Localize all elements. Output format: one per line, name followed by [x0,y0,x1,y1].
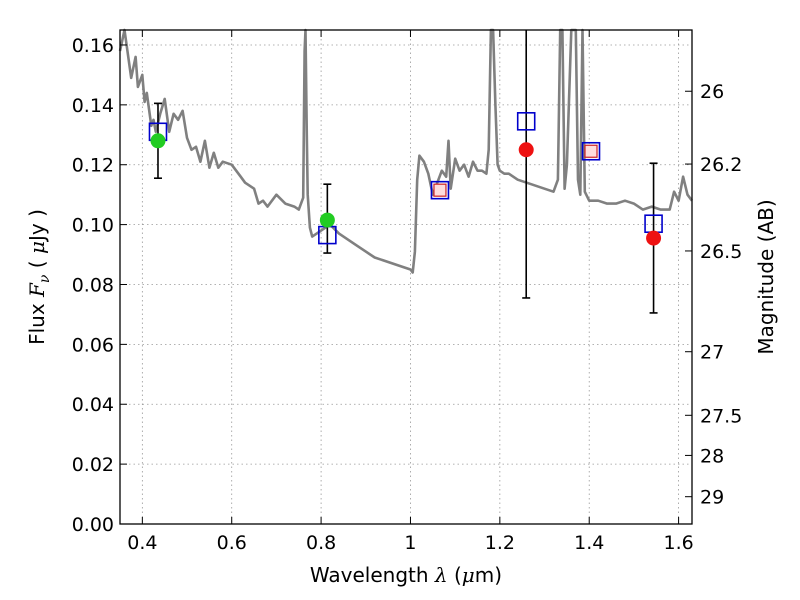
y-tick-label: 0.04 [72,394,114,416]
upper-limit-marker [433,183,447,197]
observed-point [518,142,534,158]
y-axis-title: Flux Fν ( μJy ) [25,209,53,345]
y-tick-label: 0.02 [72,454,114,476]
x-tick-label: 1.2 [485,532,515,554]
observed-point [646,230,662,246]
y-tick-label: 0.08 [72,274,114,296]
x-axis-title: Wavelength λ (μm) [310,563,502,587]
y2-axis-title: Magnitude (AB) [754,199,778,354]
y-tick-label: 0.14 [72,95,114,117]
observed-layer [150,133,662,246]
y2-tick-label: 29 [700,487,724,509]
x-tick-label: 1.6 [663,532,693,554]
x-tick-label: 1.4 [574,532,604,554]
y2-tick-label: 27 [700,342,724,364]
upper-limit-marker [584,144,598,158]
y2-tick-label: 26.2 [700,154,742,176]
x-tick-label: 0.4 [127,532,157,554]
spectrum-layer [118,28,694,274]
y2-tick-label: 26.5 [700,241,742,263]
y-tick-label: 0.06 [72,334,114,356]
plot-frame [119,29,693,525]
observed-point [150,133,166,149]
x-tick-label: 0.8 [306,532,336,554]
y2-tick-label: 27.5 [700,405,742,427]
y2-tick-label: 28 [700,445,724,467]
model-box-marker [430,180,450,200]
y-tick-label: 0.00 [72,514,114,536]
x-tick-label: 1 [404,532,416,554]
y-tick-label: 0.10 [72,215,114,237]
observed-point [319,212,335,228]
x-tick-label: 0.6 [217,532,247,554]
tick-layer: 0.4 0.6 0.8 1 1.2 1.4 1.6 0.00 0.02 0.04 0.06 0.08 0… [72,30,742,554]
model-layer [148,112,663,245]
y-tick-label: 0.16 [72,35,114,57]
grid-layer [120,30,692,524]
template-spectrum-line [118,28,694,274]
y-tick-label: 0.12 [72,155,114,177]
y2-tick-label: 26 [700,81,724,103]
model-box-marker [516,112,536,131]
model-box-marker [581,141,601,161]
